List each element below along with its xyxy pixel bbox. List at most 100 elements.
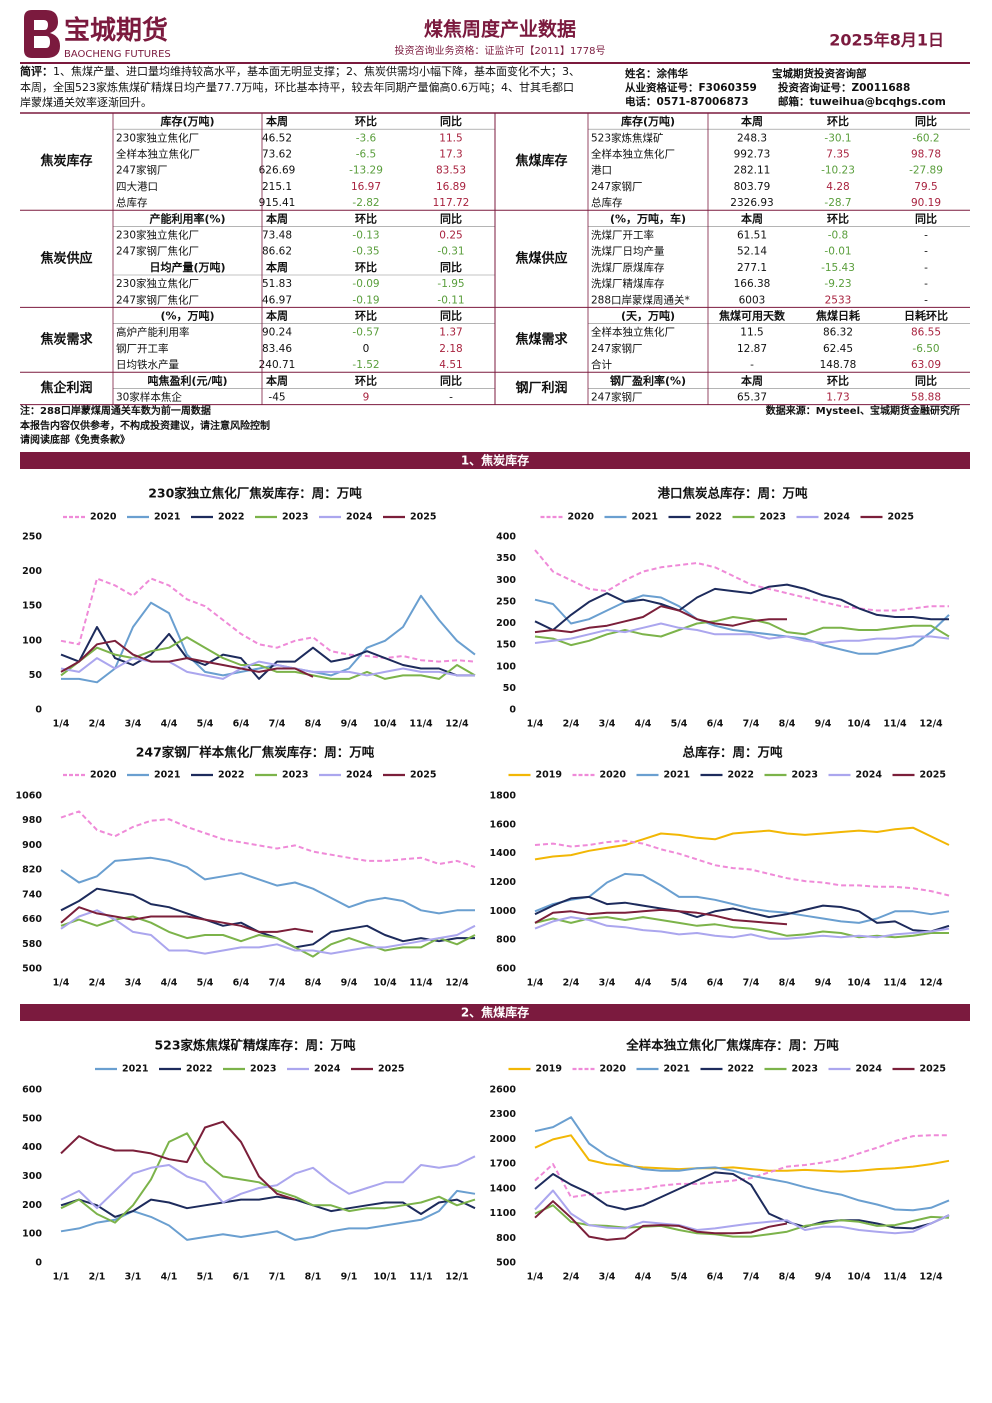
date: 2025年8月1日	[829, 31, 944, 50]
table-cell: 6003	[739, 294, 766, 306]
series-line	[60, 636, 476, 680]
legend-label: 2021	[664, 770, 690, 781]
legend-label: 2020	[600, 770, 627, 781]
series-line	[60, 657, 475, 680]
table-cell: 港口	[591, 165, 612, 177]
table-header: 同比	[915, 211, 937, 225]
table-header: 本周	[741, 373, 763, 387]
legend-label: 2025	[888, 512, 914, 523]
x-tick-label: 8/4	[305, 978, 322, 989]
block-label: 焦炭需求	[39, 331, 93, 347]
y-tick-label: 740	[22, 889, 42, 900]
table-cell: 166.38	[734, 278, 771, 290]
table-cell: 65.37	[737, 392, 767, 404]
table-cell: 2326.93	[730, 197, 773, 209]
block-label: 焦炭库存	[39, 153, 92, 169]
table-cell: 12.87	[737, 343, 767, 355]
legend-label: 2022	[218, 512, 244, 523]
x-tick-label: 1/4	[53, 978, 70, 989]
x-tick-label: 11/4	[409, 978, 433, 989]
block-label: 焦煤需求	[514, 331, 568, 347]
series-line	[534, 1134, 950, 1173]
table-cell: 148.78	[820, 359, 857, 371]
chart-title: 523家炼焦煤矿精煤库存：周：万吨	[154, 1038, 356, 1053]
table-header: 同比	[440, 114, 462, 128]
table-cell: -27.89	[909, 165, 943, 177]
y-tick-label: 800	[496, 1233, 516, 1244]
y-tick-label: 600	[22, 1085, 42, 1096]
y-tick-label: 580	[22, 939, 42, 950]
table-cell: -0.8	[828, 230, 849, 242]
x-tick-label: 6/4	[233, 978, 250, 989]
x-tick-label: 11/4	[883, 978, 907, 989]
chart-title: 总库存：周：万吨	[682, 745, 783, 760]
x-tick-label: 5/4	[671, 1272, 688, 1283]
section-bar	[20, 1004, 970, 1021]
y-tick-label: 1200	[490, 877, 517, 888]
contact-email: 邮箱：tuweihua@bcqhgs.com	[778, 95, 946, 108]
x-tick-label: 9/4	[341, 719, 358, 730]
note: 注：288口岸蒙煤周通关车数为前一周数据	[20, 404, 211, 417]
series-line	[60, 909, 476, 955]
x-tick-label: 9/4	[815, 978, 832, 989]
table-cell: 73.48	[262, 230, 292, 242]
legend-label: 2025	[410, 512, 436, 523]
table-cell: 73.62	[262, 149, 292, 161]
x-tick-label: 11/4	[883, 719, 907, 730]
table-header: 环比	[827, 373, 849, 387]
y-tick-label: 1700	[490, 1159, 517, 1170]
table-cell: 11.5	[740, 327, 763, 339]
legend-label: 2021	[632, 512, 658, 523]
table-cell: -0.13	[352, 230, 379, 242]
x-tick-label: 4/4	[635, 1272, 652, 1283]
x-tick-label: 8/4	[305, 719, 322, 730]
x-tick-label: 8/4	[779, 1272, 796, 1283]
table-cell: 洗煤厂开工率	[591, 229, 654, 242]
logo-cn: 宝城期货	[64, 15, 168, 46]
series-line	[534, 594, 950, 655]
table-cell: -0.57	[352, 327, 379, 339]
table-header: 本周	[741, 114, 763, 128]
subtitle: 投资咨询业务资格：证监许可【2011】1778号	[395, 44, 606, 57]
table-cell: 洗煤厂日均产量	[591, 245, 665, 258]
table-cell: 83.46	[262, 343, 292, 355]
x-tick-label: 12/1	[445, 1272, 468, 1283]
table-cell: 288口岸蒙煤周通关*	[591, 293, 690, 306]
x-tick-label: 2/4	[89, 978, 106, 989]
y-tick-label: 1100	[490, 1208, 517, 1219]
table-cell: 277.1	[737, 262, 767, 274]
series-line	[60, 887, 475, 949]
legend-label: 2025	[378, 1064, 404, 1075]
summary: 简评：1、焦煤产量、进口量均维持较高水平，基本面无明显支撑；2、焦炭供需均小幅下…	[20, 64, 582, 111]
y-tick-label: 150	[22, 601, 42, 612]
x-tick-label: 7/4	[269, 719, 286, 730]
contact-advisor: 投资咨询证号：Z0011688	[778, 81, 910, 94]
legend-label: 2020	[568, 512, 595, 523]
y-tick-label: 100	[22, 1229, 42, 1240]
table-cell: -3.6	[356, 132, 377, 144]
table-cell: 日均铁水产量	[116, 358, 179, 371]
table-cell: -0.09	[352, 278, 379, 290]
series-line	[534, 622, 950, 644]
table-cell: 90.24	[262, 327, 292, 339]
table-header: 本周	[266, 260, 288, 274]
legend-label: 2021	[154, 770, 180, 781]
x-tick-label: 10/4	[847, 1272, 871, 1283]
x-tick-label: 3/4	[599, 719, 616, 730]
summary-text: 1、焦煤产量、进口量均维持较高水平，基本面无明显支撑；2、焦炭供需均小幅下降，基…	[20, 65, 580, 109]
series-line	[60, 915, 476, 958]
table-header: 库存(万吨)	[621, 114, 675, 128]
series-line	[534, 1134, 949, 1199]
series-line	[534, 1200, 788, 1241]
table-cell: -	[924, 246, 928, 258]
x-tick-label: 4/1	[161, 1272, 178, 1283]
table-cell: -	[924, 278, 928, 290]
table-cell: 7.35	[826, 149, 849, 161]
table-cell: -45	[268, 392, 285, 404]
table-header: 本周	[266, 373, 288, 387]
y-tick-label: 800	[496, 935, 516, 946]
x-tick-label: 10/4	[373, 719, 397, 730]
x-tick-label: 6/4	[707, 719, 724, 730]
x-tick-label: 12/4	[445, 978, 469, 989]
